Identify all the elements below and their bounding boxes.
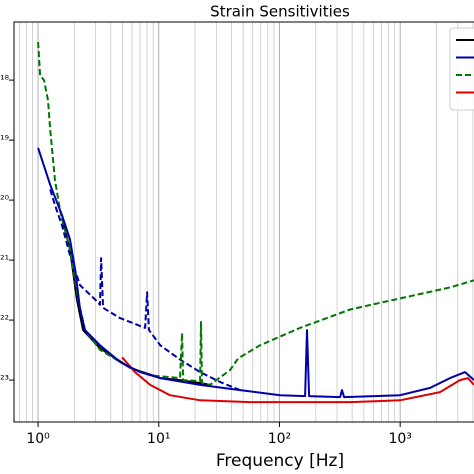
chart-title: Strain Sensitivities xyxy=(210,3,350,21)
legend-box xyxy=(449,27,474,111)
y-tick-label: 10⁻²³ xyxy=(0,373,9,386)
plot-frame xyxy=(13,21,474,423)
y-tick-label: 10⁻²⁰ xyxy=(0,193,10,206)
series-line xyxy=(37,147,474,399)
series-line xyxy=(61,217,211,386)
x-tick-label: 10⁰ xyxy=(26,431,50,447)
series-line xyxy=(121,356,474,404)
y-tick-label: 10⁻²¹ xyxy=(0,253,9,266)
x-tick-label: 10¹ xyxy=(147,431,170,447)
x-axis-label: Frequency [Hz] xyxy=(216,451,344,471)
y-tick-label: 10⁻²² xyxy=(0,313,9,326)
x-tick-label: 10³ xyxy=(388,431,411,447)
y-tick-label: 10⁻¹⁹ xyxy=(0,133,9,146)
y-tick-label: 10⁻¹⁸ xyxy=(0,73,10,86)
series-line xyxy=(37,42,474,386)
series-line xyxy=(49,189,241,392)
x-tick-label: 10² xyxy=(268,431,291,447)
